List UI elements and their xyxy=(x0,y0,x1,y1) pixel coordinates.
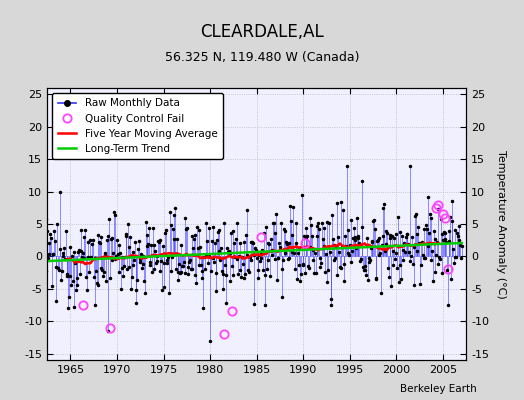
Legend: Raw Monthly Data, Quality Control Fail, Five Year Moving Average, Long-Term Tren: Raw Monthly Data, Quality Control Fail, … xyxy=(52,93,223,159)
Text: 56.325 N, 119.480 W (Canada): 56.325 N, 119.480 W (Canada) xyxy=(165,52,359,64)
Text: CLEARDALE,AL: CLEARDALE,AL xyxy=(200,23,324,41)
Y-axis label: Temperature Anomaly (°C): Temperature Anomaly (°C) xyxy=(496,150,506,298)
Text: Berkeley Earth: Berkeley Earth xyxy=(400,384,477,394)
